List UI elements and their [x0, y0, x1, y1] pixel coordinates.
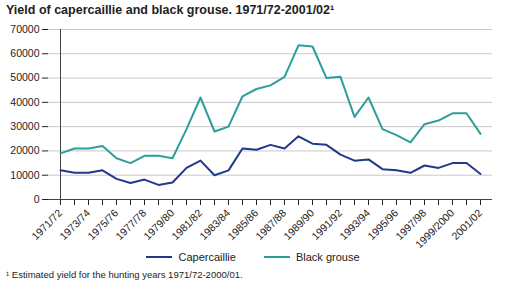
- html-text:¹ Estimated yield for the hunt: ¹ Estimated yield for the hunting years …: [6, 269, 243, 280]
- svg-text:1993/94: 1993/94: [337, 206, 373, 242]
- svg-text:40000: 40000: [10, 96, 39, 108]
- svg-text:1977/78: 1977/78: [113, 206, 149, 242]
- svg-text:1999/2000: 1999/2000: [413, 207, 457, 249]
- html-text:Capercaillie: Capercaillie: [178, 251, 236, 263]
- svg-text:30000: 30000: [10, 120, 39, 132]
- svg-text:1987/88: 1987/88: [253, 206, 289, 242]
- svg-text:1971/72: 1971/72: [29, 206, 65, 242]
- svg-text:10000: 10000: [10, 169, 39, 181]
- svg-text:1985/86: 1985/86: [225, 206, 261, 242]
- svg-text:1991/92: 1991/92: [309, 206, 345, 242]
- svg-text:60000: 60000: [10, 47, 39, 59]
- svg-text:1983/84: 1983/84: [197, 206, 233, 242]
- svg-text:1995/96: 1995/96: [365, 206, 401, 242]
- html-text:Black grouse: Black grouse: [295, 251, 360, 263]
- svg-text:0: 0: [34, 193, 40, 205]
- svg-text:1989/90: 1989/90: [281, 206, 317, 242]
- svg-text:1981/82: 1981/82: [169, 206, 205, 242]
- svg-text:70000: 70000: [10, 23, 39, 35]
- svg-text:50000: 50000: [10, 71, 39, 83]
- svg-text:1975/76: 1975/76: [85, 206, 121, 242]
- svg-text:1997/98: 1997/98: [393, 206, 429, 242]
- html-text:Yield of capercaillie and blac: Yield of capercaillie and black grouse. …: [6, 3, 335, 17]
- svg-text:1973/74: 1973/74: [57, 206, 93, 242]
- svg-text:20000: 20000: [10, 144, 39, 156]
- svg-text:2001/02: 2001/02: [449, 207, 484, 242]
- svg-text:1979/80: 1979/80: [141, 206, 177, 242]
